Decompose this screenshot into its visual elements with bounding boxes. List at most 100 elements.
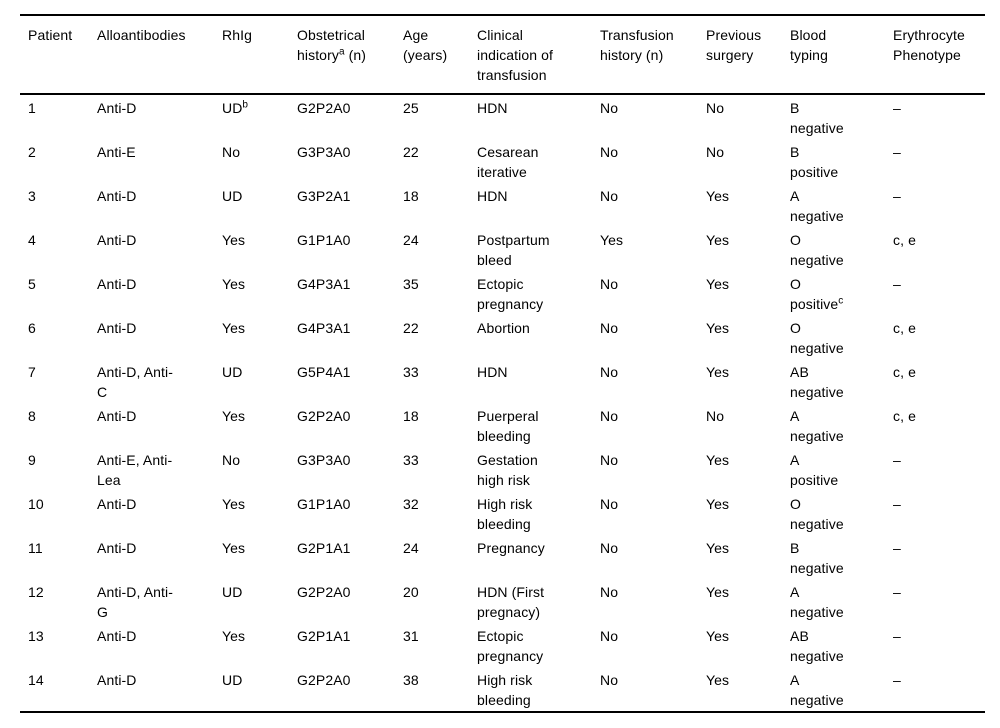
cell-blood-typing: A negative <box>790 188 844 224</box>
cell-rhig: UDb <box>222 99 249 116</box>
cell-age: 24 <box>403 232 419 248</box>
cell-previous-surgery: No <box>706 408 725 424</box>
cell-obstetrical-history: G4P3A1 <box>297 320 351 336</box>
cell-obstetrical-history: G5P4A1 <box>297 364 351 380</box>
cell-patient: 6 <box>28 320 36 336</box>
cell-patient: 8 <box>28 408 36 424</box>
cell-blood-typing: B negative <box>790 100 844 136</box>
cell-clinical-indication: Cesarean iterative <box>477 144 539 180</box>
cell-blood-typing: A negative <box>790 672 844 708</box>
cell-erythrocyte-phenotype: – <box>893 584 901 600</box>
cell-clinical-indication: Gestation high risk <box>477 452 538 488</box>
cell-age: 22 <box>403 144 419 160</box>
cell-erythrocyte-phenotype: c, e <box>893 232 916 248</box>
cell-patient: 12 <box>28 584 44 600</box>
cell-clinical-indication: Ectopic pregnancy <box>477 628 544 664</box>
table-row: 7 Anti-D, Anti- C UD G5P4A1 33 HDN No Yes AB neg… <box>20 359 985 403</box>
cell-obstetrical-history: G2P1A1 <box>297 540 351 556</box>
table-row: 2 Anti-E No G3P3A0 22 Cesarean iterative No No B… <box>20 139 985 183</box>
footnote-marker: a <box>338 46 345 58</box>
cell-rhig: Yes <box>222 408 246 424</box>
cell-previous-surgery: Yes <box>706 672 730 688</box>
cell-previous-surgery: Yes <box>706 232 730 248</box>
cell-previous-surgery: Yes <box>706 496 730 512</box>
column-header-patient: Patient <box>20 15 97 95</box>
cell-rhig: UD <box>222 584 243 600</box>
patients-table-container: Patient Alloantibodies RhIg Obstetrical his… <box>20 14 985 713</box>
cell-blood-typing: O negative <box>790 232 844 268</box>
cell-rhig: Yes <box>222 540 246 556</box>
cell-erythrocyte-phenotype: – <box>893 144 901 160</box>
cell-erythrocyte-phenotype: – <box>893 672 901 688</box>
cell-alloantibodies: Anti-D <box>97 232 137 248</box>
cell-transfusion-history: No <box>600 496 619 512</box>
column-header-previous-surgery: Previous surgery <box>706 15 790 95</box>
cell-clinical-indication: Ectopic pregnancy <box>477 276 544 312</box>
cell-patient: 7 <box>28 364 36 380</box>
cell-rhig: UD <box>222 188 243 204</box>
column-header-rhig: RhIg <box>222 15 297 95</box>
cell-age: 32 <box>403 496 419 512</box>
cell-patient: 9 <box>28 452 36 468</box>
cell-alloantibodies: Anti-D <box>97 496 137 512</box>
cell-clinical-indication: High risk bleeding <box>477 496 533 532</box>
cell-patient: 10 <box>28 496 44 512</box>
cell-rhig: Yes <box>222 276 246 292</box>
cell-erythrocyte-phenotype: – <box>893 188 901 204</box>
table-row: 9 Anti-E, Anti- Lea No G3P3A0 33 Gestation hi… <box>20 447 985 491</box>
cell-age: 33 <box>403 452 419 468</box>
cell-erythrocyte-phenotype: – <box>893 452 901 468</box>
cell-alloantibodies: Anti-D <box>97 540 137 556</box>
cell-rhig: UD <box>222 364 243 380</box>
cell-blood-typing: A negative <box>790 408 844 444</box>
cell-erythrocyte-phenotype: c, e <box>893 320 916 336</box>
cell-rhig: Yes <box>222 628 246 644</box>
cell-transfusion-history: No <box>600 320 619 336</box>
cell-previous-surgery: Yes <box>706 540 730 556</box>
table-row: 5 Anti-D Yes G4P3A1 35 Ectopic pregnancy No Yes… <box>20 271 985 315</box>
column-header-transfusion-history: Transfusion history (n) <box>600 15 706 95</box>
cell-blood-typing: AB negative <box>790 628 844 664</box>
cell-transfusion-history: Yes <box>600 232 624 248</box>
column-header-age: Age (years) <box>403 15 477 95</box>
cell-patient: 11 <box>28 540 43 556</box>
cell-transfusion-history: No <box>600 584 619 600</box>
cell-clinical-indication: Postpartum bleed <box>477 232 550 268</box>
cell-obstetrical-history: G1P1A0 <box>297 232 351 248</box>
cell-previous-surgery: Yes <box>706 364 730 380</box>
cell-erythrocyte-phenotype: – <box>893 100 901 116</box>
cell-rhig: No <box>222 452 241 468</box>
cell-clinical-indication: HDN <box>477 100 508 116</box>
cell-rhig: No <box>222 144 241 160</box>
cell-clinical-indication: High risk bleeding <box>477 672 533 708</box>
cell-obstetrical-history: G1P1A0 <box>297 496 351 512</box>
table-row: 10 Anti-D Yes G1P1A0 32 High risk bleeding No Y… <box>20 491 985 535</box>
header-row: Patient Alloantibodies RhIg Obstetrical his… <box>20 15 985 95</box>
cell-age: 24 <box>403 540 419 556</box>
column-header-clinical-indication: Clinical indication of transfusion <box>477 15 600 95</box>
cell-age: 35 <box>403 276 419 292</box>
cell-blood-typing: B negative <box>790 540 844 576</box>
cell-alloantibodies: Anti-D <box>97 672 137 688</box>
table-row: 4 Anti-D Yes G1P1A0 24 Postpartum bleed Yes Yes… <box>20 227 985 271</box>
cell-age: 25 <box>403 100 419 116</box>
cell-previous-surgery: No <box>706 100 725 116</box>
cell-obstetrical-history: G3P3A0 <box>297 452 351 468</box>
cell-previous-surgery: Yes <box>706 452 730 468</box>
cell-alloantibodies: Anti-D <box>97 628 137 644</box>
cell-obstetrical-history: G2P2A0 <box>297 672 351 688</box>
cell-blood-typing: B positive <box>790 144 839 180</box>
cell-erythrocyte-phenotype: – <box>893 628 901 644</box>
cell-clinical-indication: Puerperal bleeding <box>477 408 539 444</box>
cell-alloantibodies: Anti-E <box>97 144 136 160</box>
cell-alloantibodies: Anti-D <box>97 100 137 116</box>
cell-obstetrical-history: G2P2A0 <box>297 408 351 424</box>
cell-obstetrical-history: G2P1A1 <box>297 628 351 644</box>
cell-previous-surgery: Yes <box>706 628 730 644</box>
cell-rhig: Yes <box>222 232 246 248</box>
cell-age: 18 <box>403 188 419 204</box>
table-row: 1 Anti-D UDb G2P2A0 25 HDN No No B negative – <box>20 94 985 139</box>
cell-patient: 14 <box>28 672 44 688</box>
cell-obstetrical-history: G3P2A1 <box>297 188 351 204</box>
